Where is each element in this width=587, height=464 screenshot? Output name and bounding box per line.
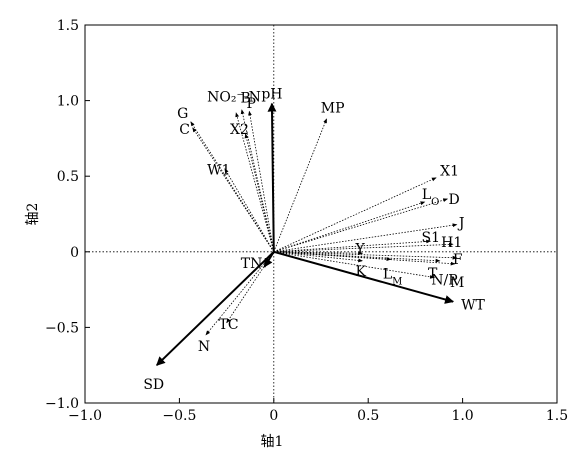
x-tick-label: −1.0 — [68, 408, 102, 424]
vector-label: TC — [219, 317, 239, 333]
y-tick-label: −0.5 — [45, 320, 79, 336]
x-axis-label: 轴1 — [261, 434, 284, 450]
vector-label: X1 — [440, 164, 459, 180]
vector-label: MP — [321, 101, 345, 117]
species-arrow — [273, 198, 448, 253]
x-tick-label: 0.5 — [357, 408, 379, 424]
vector-label: SD — [143, 377, 164, 393]
vector-label: C — [179, 122, 190, 138]
species-arrow — [273, 251, 435, 279]
vector-label: pH — [261, 87, 282, 103]
vector-label: NO₂⁻-N — [207, 90, 261, 106]
y-tick-label: 1.5 — [57, 18, 79, 34]
environmental-vectors — [156, 102, 455, 366]
environmental-arrow — [267, 102, 277, 252]
vector-label: H1 — [441, 235, 462, 251]
vector-label: TN — [241, 256, 263, 272]
species-arrow — [273, 223, 458, 253]
y-tick-label: 0.5 — [57, 169, 79, 185]
species-arrow — [192, 127, 275, 253]
vector-label: X2 — [230, 122, 249, 138]
y-tick-label: 1.0 — [57, 94, 79, 110]
x-tick-label: 1.0 — [451, 408, 473, 424]
x-tick-label: 1.5 — [546, 408, 568, 424]
species-arrow — [226, 251, 275, 324]
environmental-arrow — [273, 250, 455, 304]
axis-tick-labels: −1.0 −0.5 0 0.5 1.0 1.5 −1.0 −0.5 0 0.5 1.0 1.5 — [45, 18, 568, 424]
axis-ticks — [84, 24, 558, 404]
vector-label: WT — [461, 298, 485, 314]
vector-label: Y — [355, 241, 366, 257]
species-arrow — [190, 121, 275, 253]
vector-label: B — [241, 91, 251, 107]
environmental-arrow — [156, 251, 275, 366]
species-vectors — [190, 109, 458, 336]
vector-label: LO — [422, 187, 440, 208]
species-arrow — [235, 112, 275, 252]
vector-label: T — [428, 266, 438, 282]
vector-label: F — [453, 252, 463, 268]
species-arrow — [224, 168, 275, 253]
vector-label: S1 — [422, 230, 441, 246]
vector-label: D — [448, 192, 459, 208]
y-tick-label: 0 — [70, 245, 79, 261]
vector-label: G — [177, 106, 188, 122]
vector-label: W1 — [207, 163, 230, 179]
y-tick-label: −1.0 — [45, 396, 79, 412]
species-arrow — [244, 133, 275, 252]
species-arrow — [273, 118, 328, 252]
vector-label: P — [247, 96, 256, 112]
vector-label: K — [356, 264, 367, 280]
zero-reference-lines — [85, 25, 557, 403]
species-arrow — [273, 239, 431, 253]
vector-label: J — [457, 216, 465, 232]
species-arrow — [273, 251, 456, 266]
vector-label: N — [198, 339, 210, 355]
vector-label: M — [450, 275, 464, 291]
x-tick-label: 0 — [269, 408, 278, 424]
vector-label: N/P — [431, 273, 457, 289]
y-axis-label: 轴2 — [25, 203, 41, 226]
species-arrow — [273, 201, 426, 253]
x-tick-label: −0.5 — [162, 408, 196, 424]
species-arrow — [273, 251, 458, 260]
plot-frame — [84, 24, 558, 404]
